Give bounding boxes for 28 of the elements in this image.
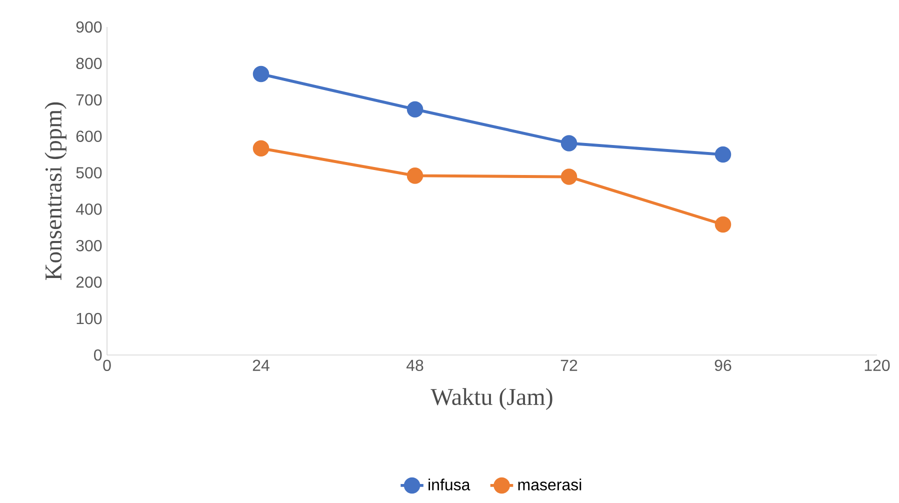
y-tick-label: 600 (76, 130, 102, 142)
point (560, 168, 578, 185)
y-tick-label: 900 (76, 21, 102, 33)
point (406, 101, 424, 118)
x-tick-label: 48 (406, 360, 424, 372)
y-tick-label: 400 (76, 204, 102, 215)
legend-label: maserasi (518, 478, 582, 490)
point (406, 168, 424, 184)
y-axis-title: Konsentrasi (ppm) (44, 102, 66, 280)
x-tick-label: 120 (864, 360, 890, 372)
point (714, 146, 732, 163)
point (714, 216, 732, 233)
point (252, 66, 270, 82)
x-tick-label: 0 (103, 360, 111, 372)
point (252, 140, 270, 156)
x-tick-label: 96 (714, 360, 732, 372)
y-tick-label: 500 (76, 167, 102, 178)
x-axis-title: Waktu (Jam) (430, 388, 552, 410)
y-tick-label: 100 (76, 312, 102, 324)
y-tick-label: 800 (76, 58, 102, 70)
point (560, 135, 578, 152)
y-tick-label: 0 (94, 349, 102, 361)
y-tick-label: 200 (76, 276, 102, 288)
x-tick-label: 24 (252, 360, 270, 371)
x-tick-label: 72 (560, 360, 578, 371)
y-tick-label: 700 (76, 94, 102, 106)
legend-label: infusa (428, 478, 470, 490)
y-tick-label: 300 (76, 240, 102, 252)
